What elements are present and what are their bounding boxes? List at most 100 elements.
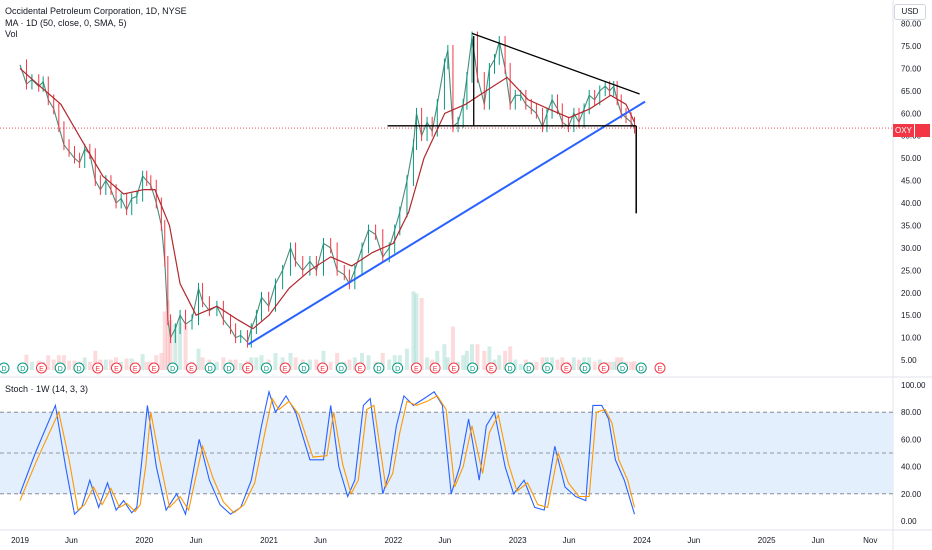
volume-bar	[347, 359, 352, 370]
volume-bar	[51, 359, 56, 370]
event-marker	[92, 362, 104, 374]
event-marker	[598, 362, 610, 374]
volume-bar	[93, 350, 98, 370]
event-marker-label: E	[320, 366, 325, 373]
event-marker	[467, 362, 479, 374]
volume-bar	[615, 357, 620, 370]
price-tick-label: 65.00	[901, 87, 922, 96]
event-marker-label: D	[339, 366, 344, 373]
volume-bar	[288, 353, 293, 370]
event-marker-label: D	[1, 366, 6, 373]
volume-bar	[168, 320, 173, 370]
event-marker	[654, 362, 666, 374]
event-marker	[129, 362, 141, 374]
stoch-tick-label: 60.00	[901, 435, 922, 444]
volume-bar	[560, 357, 565, 370]
time-tick-label: 2021	[260, 536, 278, 545]
volume-bar	[314, 359, 319, 370]
price-tick-label: 20.00	[901, 289, 922, 298]
volume-bar	[503, 350, 508, 370]
volume-bar	[534, 361, 539, 370]
ma-legend[interactable]: MA · 1D (50, close, 0, SMA, 5)	[5, 18, 127, 28]
volume-bar	[196, 348, 201, 370]
volume-bar	[445, 357, 450, 370]
volume-bar	[464, 350, 469, 370]
volume-bar	[293, 357, 298, 370]
price-tick-label: 30.00	[901, 244, 922, 253]
event-marker-label: D	[20, 366, 25, 373]
event-marker	[579, 362, 591, 374]
time-tick-label: 2020	[135, 536, 153, 545]
volume-bar	[221, 357, 226, 370]
event-marker	[410, 362, 422, 374]
volume-bar	[513, 359, 518, 370]
event-marker-label: E	[95, 366, 100, 373]
volume-bar	[87, 361, 92, 370]
volume-bar	[419, 298, 424, 370]
stoch-tick-label: 80.00	[901, 408, 922, 417]
event-marker	[635, 362, 647, 374]
volume-bar	[442, 344, 447, 370]
stoch-tick-label: 100.00	[901, 381, 926, 390]
time-tick-label: 2024	[633, 536, 651, 545]
vol-legend[interactable]: Vol	[5, 29, 18, 39]
event-marker-label: E	[189, 366, 194, 373]
event-marker	[54, 362, 66, 374]
event-marker-label: E	[564, 366, 569, 373]
event-marker-label: E	[658, 366, 663, 373]
volume-bar	[411, 291, 416, 370]
volume-bar	[328, 361, 333, 370]
event-marker	[317, 362, 329, 374]
price-line	[19, 36, 635, 344]
time-tick-label: Jun	[190, 536, 203, 545]
stoch-k-line	[19, 389, 636, 517]
volume-bar	[397, 355, 402, 370]
event-marker-label: D	[508, 366, 513, 373]
volume-bar	[576, 359, 581, 370]
volume-bar	[366, 355, 371, 370]
event-marker	[0, 362, 10, 374]
ma-line	[19, 67, 636, 330]
time-tick-label: Jun	[65, 536, 78, 545]
event-marker-label: E	[39, 366, 44, 373]
time-tick-label: Nov	[863, 536, 877, 545]
volume-bar	[159, 353, 164, 370]
currency-button[interactable]: USD	[894, 4, 926, 20]
ma-series	[19, 67, 636, 330]
volume-bar	[103, 359, 108, 370]
price-tick-label: 45.00	[901, 177, 922, 186]
price-tick-label: 10.00	[901, 334, 922, 343]
volume-bar	[392, 355, 397, 370]
volume-bar	[414, 293, 419, 370]
price-tick-label: 35.00	[901, 221, 922, 230]
volume-bar	[592, 361, 597, 370]
event-marker-label: E	[601, 366, 606, 373]
volume-bar	[632, 361, 637, 370]
volume-bar	[461, 355, 466, 370]
event-marker	[17, 362, 29, 374]
stoch-tick-label: 0.00	[901, 517, 917, 526]
event-marker	[298, 362, 310, 374]
volume-bar	[254, 357, 259, 370]
event-marker-label: E	[114, 366, 119, 373]
stoch-legend[interactable]: Stoch · 1W (14, 3, 3)	[5, 384, 89, 394]
event-marker-label: E	[133, 366, 138, 373]
volume-bar	[46, 355, 51, 370]
volume-bar	[359, 353, 364, 370]
volume-bar	[144, 361, 149, 370]
event-marker	[185, 362, 197, 374]
volume-bar	[321, 350, 326, 370]
event-marker	[392, 362, 404, 374]
event-marker-label: D	[208, 366, 213, 373]
volume-bar	[470, 344, 475, 370]
event-marker-label: D	[76, 366, 81, 373]
volume-bar	[611, 361, 616, 370]
volume-bar	[508, 346, 513, 370]
volume-bar	[124, 358, 129, 370]
event-marker-label: D	[582, 366, 587, 373]
event-marker-label: D	[376, 366, 381, 373]
volume-bar	[273, 353, 278, 370]
volume-bar	[607, 361, 612, 370]
event-marker	[279, 362, 291, 374]
